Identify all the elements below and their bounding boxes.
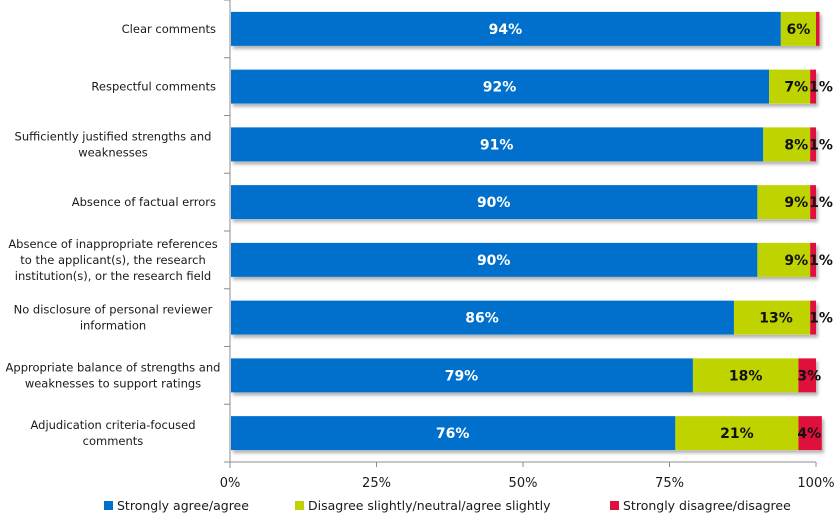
legend-swatch: [295, 501, 304, 510]
bar-segment-agree: [231, 69, 770, 104]
data-label: 90%: [477, 195, 511, 211]
data-label: 92%: [483, 80, 517, 96]
axes-group: [224, 0, 817, 468]
bar-segment-disagree: [810, 69, 816, 104]
bar-segment-disagree: [798, 358, 816, 393]
data-label: 8%: [784, 137, 808, 153]
bar-segment-disagree: [810, 185, 816, 220]
x-tick-label: 100%: [797, 476, 834, 491]
bar-segment-agree: [231, 358, 693, 393]
category-label: Absence of factual errors: [72, 195, 216, 209]
category-label: Respectful comments: [91, 80, 216, 94]
category-label: information: [80, 319, 146, 333]
x-tick-label: 75%: [655, 476, 684, 491]
bar-segment-disagree: [810, 127, 816, 162]
category-label: comments: [83, 434, 144, 448]
category-label: Clear comments: [122, 22, 216, 36]
legend-item-neutral: Disagree slightly/neutral/agree slightly: [295, 498, 551, 513]
legend-swatch: [104, 501, 113, 510]
bar-segment-neutral: [780, 11, 816, 46]
category-label: institution(s), or the research field: [15, 269, 211, 283]
category-label: No disclosure of personal reviewer: [14, 303, 213, 317]
data-label: 1%: [809, 80, 833, 96]
category-label: Appropriate balance of strengths and: [6, 360, 221, 374]
x-tick-label: 25%: [362, 476, 391, 491]
bar-segment-neutral: [733, 300, 811, 335]
bar-segment-agree: [231, 300, 734, 335]
data-label: 1%: [809, 311, 833, 327]
bar-segment-disagree: [798, 416, 822, 451]
category-label: Sufficiently justified strengths and: [15, 129, 212, 143]
bar-segment-neutral: [763, 127, 811, 162]
legend-item-strongly-agree: Strongly agree/agree: [104, 498, 249, 513]
data-label: 4%: [797, 426, 821, 442]
bar-segment-disagree: [816, 11, 820, 46]
bar-segment-neutral: [757, 185, 811, 220]
data-label: 90%: [477, 253, 511, 269]
category-label: Absence of inappropriate references: [8, 237, 217, 251]
category-label: weaknesses: [78, 145, 148, 159]
legend-label: Strongly agree/agree: [117, 498, 249, 513]
x-tick-label: 50%: [509, 476, 538, 491]
bar-segment-agree: [231, 185, 758, 220]
category-label: to the applicant(s), the research: [20, 253, 206, 267]
category-label: weaknesses to support ratings: [25, 376, 201, 390]
bar-segment-neutral: [769, 69, 811, 104]
data-label: 3%: [797, 368, 821, 384]
bars-group: [231, 11, 822, 451]
data-label: 1%: [809, 137, 833, 153]
data-label: 94%: [489, 22, 523, 38]
bar-segment-agree: [231, 242, 758, 277]
data-label: 6%: [787, 22, 811, 38]
x-tick-label: 0%: [220, 476, 241, 491]
legend-label: Strongly disagree/disagree: [623, 498, 791, 513]
bar-segment-neutral: [692, 358, 799, 393]
legend-swatch: [610, 501, 619, 510]
data-label: 86%: [465, 311, 499, 327]
bar-segment-agree: [231, 416, 676, 451]
data-label: 9%: [784, 253, 808, 269]
data-label: 1%: [809, 195, 833, 211]
bar-segment-disagree: [810, 242, 816, 277]
data-label: 7%: [784, 80, 808, 96]
data-label: 13%: [759, 311, 793, 327]
data-label: 79%: [445, 368, 479, 384]
data-label: 9%: [784, 195, 808, 211]
legend-item-strongly-disagree: Strongly disagree/disagree: [610, 498, 791, 513]
legend: Strongly agree/agree Disagree slightly/n…: [0, 498, 840, 518]
data-label: 18%: [729, 368, 763, 384]
bar-segment-disagree: [810, 300, 816, 335]
bar-segment-agree: [231, 11, 781, 46]
data-label: 76%: [436, 426, 470, 442]
bar-segment-neutral: [675, 416, 799, 451]
legend-label: Disagree slightly/neutral/agree slightly: [308, 498, 551, 513]
data-label: 91%: [480, 137, 514, 153]
bar-segment-agree: [231, 127, 764, 162]
bar-segment-neutral: [757, 242, 811, 277]
data-label: 21%: [720, 426, 754, 442]
data-label: 1%: [809, 253, 833, 269]
category-label: Adjudication criteria-focused: [30, 418, 195, 432]
